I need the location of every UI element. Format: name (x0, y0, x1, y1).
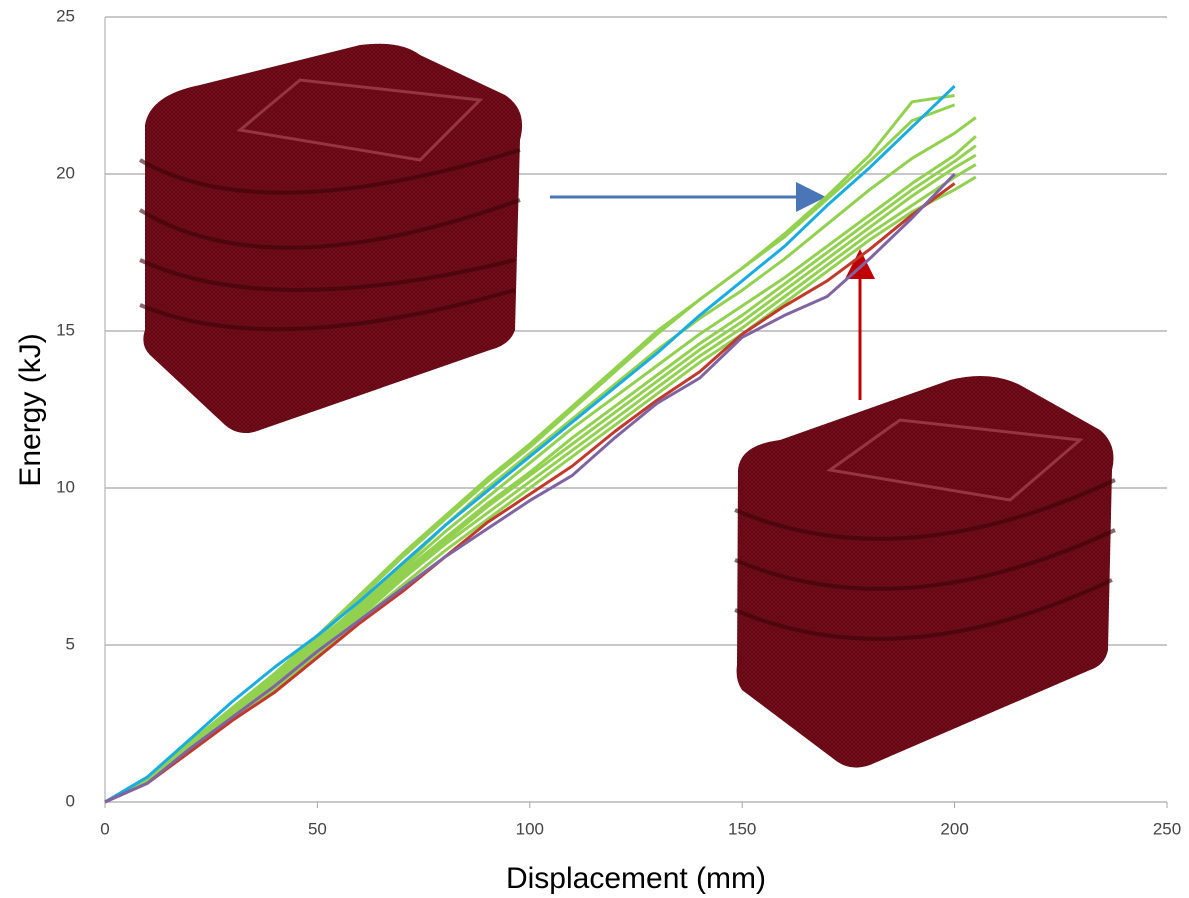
x-tick-label: 100 (516, 819, 544, 838)
y-axis-title: Energy (kJ) (14, 333, 47, 486)
deformed-model-bottom (735, 376, 1115, 768)
x-tick-label: 50 (308, 819, 327, 838)
y-tick-label: 25 (56, 6, 75, 25)
y-tick-label: 20 (56, 163, 75, 182)
x-axis-title: Displacement (mm) (506, 862, 766, 895)
x-tick-label: 0 (100, 819, 109, 838)
chart: Displacement (mm) Energy (kJ) 0 5 10 15 20 25… (0, 0, 1189, 898)
y-tick-label: 5 (66, 634, 75, 653)
y-tick-label: 15 (56, 320, 75, 339)
y-tick-label: 0 (66, 791, 75, 810)
y-tick-label: 10 (56, 477, 75, 496)
x-tick-label: 150 (728, 819, 756, 838)
x-tick-label: 250 (1153, 819, 1181, 838)
deformed-model-top (140, 44, 522, 433)
x-tick-label: 200 (940, 819, 968, 838)
